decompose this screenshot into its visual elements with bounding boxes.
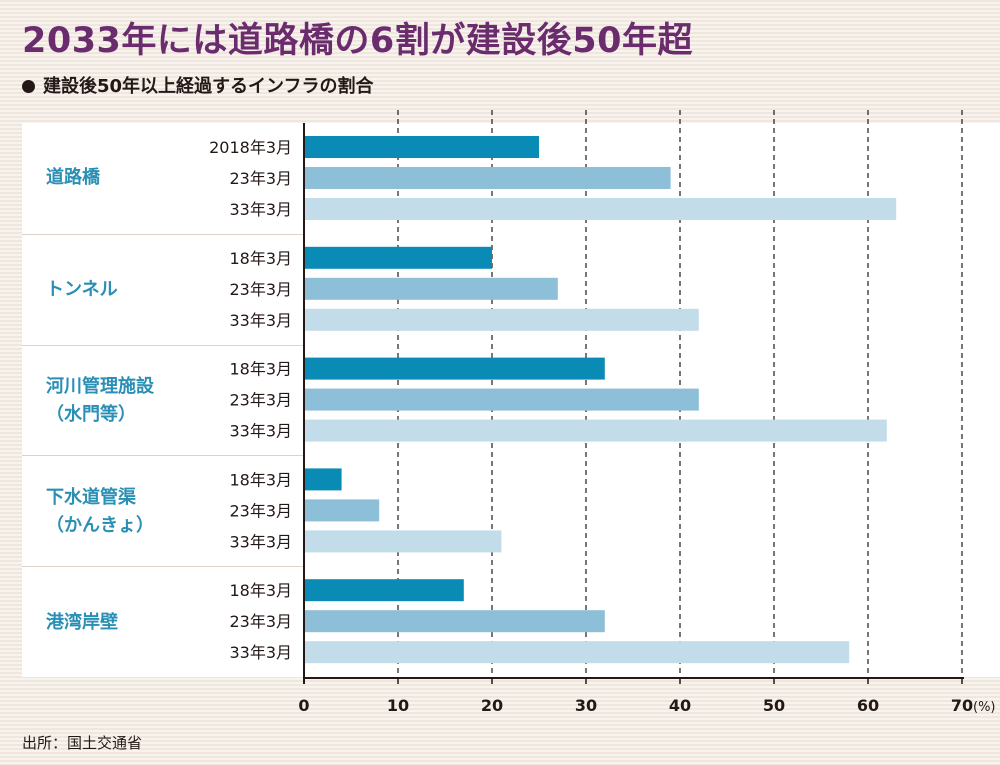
- row-label: 23年3月: [229, 391, 292, 410]
- tick-label: 40: [669, 696, 691, 715]
- row-label: 33年3月: [229, 422, 292, 441]
- category-label: 下水道管渠 （かんきょ）: [46, 484, 154, 540]
- subtitle-text: 建設後50年以上経過するインフラの割合: [43, 76, 374, 97]
- bullet-icon: [22, 80, 35, 93]
- category-label: 道路橋: [46, 164, 100, 192]
- tick-label: 20: [481, 696, 503, 715]
- category-label-line: 道路橋: [46, 167, 100, 189]
- row-label: 33年3月: [229, 532, 292, 551]
- category-label-line: （水門等）: [46, 403, 136, 425]
- category-label: トンネル: [46, 276, 118, 304]
- row-label: 18年3月: [229, 581, 292, 600]
- bar: [304, 610, 605, 633]
- bar: [304, 246, 492, 269]
- bar: [304, 419, 887, 442]
- bar: [304, 357, 605, 380]
- row-label: 23年3月: [229, 612, 292, 631]
- bar: [304, 579, 464, 602]
- tick-label: 70: [951, 696, 973, 715]
- row-label: 18年3月: [229, 249, 292, 268]
- tick-label: 50: [763, 696, 785, 715]
- bar: [304, 530, 502, 553]
- category-label-line: 下水道管渠: [46, 486, 136, 508]
- bar: [304, 136, 539, 158]
- source-note: 出所：国土交通省: [22, 734, 143, 752]
- category-section: トンネル: [22, 233, 303, 346]
- chart-title: 2033年には道路橋の6割が建設後50年超: [22, 21, 693, 61]
- category-section: 道路橋: [22, 123, 303, 234]
- category-label-line: トンネル: [46, 279, 118, 301]
- tick-label: 60: [857, 696, 879, 715]
- row-label: 18年3月: [229, 360, 292, 379]
- row-label: 23年3月: [229, 280, 292, 299]
- row-label: 23年3月: [229, 501, 292, 520]
- category-section: 港湾岸壁: [22, 566, 303, 678]
- unit-label: (%): [973, 700, 996, 715]
- bar: [304, 641, 850, 664]
- category-label-line: 港湾岸壁: [46, 611, 118, 633]
- tick-label: 0: [298, 696, 309, 715]
- category-section: 河川管理施設 （水門等）: [22, 344, 303, 457]
- category-label-line: （かんきょ）: [46, 514, 154, 536]
- category-label: 河川管理施設 （水門等）: [46, 373, 154, 429]
- bar: [304, 388, 699, 411]
- row-label: 23年3月: [229, 169, 292, 188]
- bar: [304, 277, 558, 300]
- bar: [304, 499, 380, 522]
- row-label: 33年3月: [229, 200, 292, 219]
- chart-subtitle: 建設後50年以上経過するインフラの割合: [22, 72, 374, 98]
- bar: [304, 198, 897, 220]
- row-label: 33年3月: [229, 311, 292, 330]
- bar: [304, 308, 699, 331]
- category-label: 港湾岸壁: [46, 609, 118, 637]
- tick-label: 30: [575, 696, 597, 715]
- category-label-line: 河川管理施設: [46, 375, 154, 397]
- row-label: 33年3月: [229, 643, 292, 662]
- row-label: 18年3月: [229, 470, 292, 489]
- bar: [304, 468, 342, 491]
- bar: [304, 167, 671, 189]
- tick-label: 10: [387, 696, 409, 715]
- row-label: 2018年3月: [209, 138, 292, 157]
- category-section: 下水道管渠 （かんきょ）: [22, 455, 303, 567]
